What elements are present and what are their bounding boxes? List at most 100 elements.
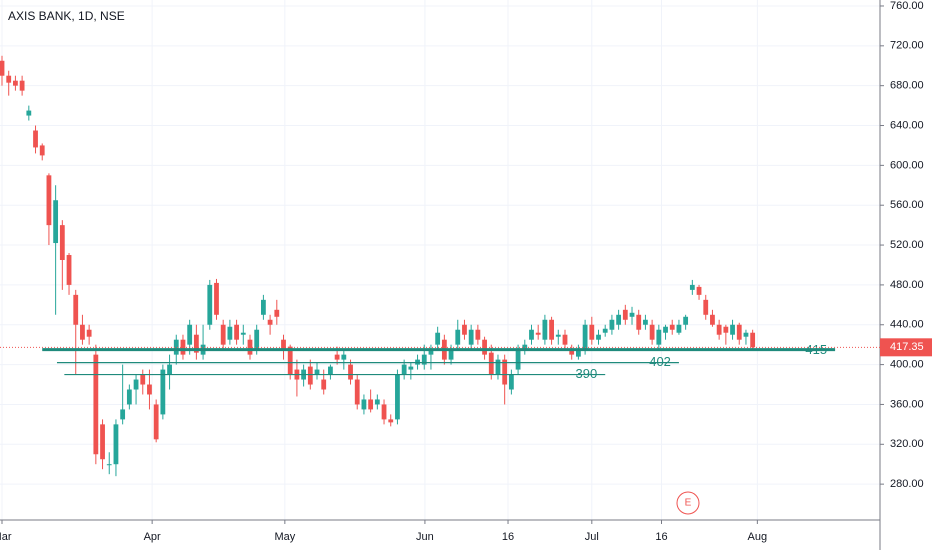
candle-body	[743, 332, 749, 337]
candle-body	[59, 225, 65, 260]
candle-body	[596, 334, 601, 340]
candle-body	[428, 349, 434, 355]
candle-body	[207, 284, 213, 325]
candle-body	[468, 329, 474, 345]
candle-body	[750, 332, 756, 348]
candle-body	[234, 324, 239, 340]
candle-body	[569, 349, 575, 355]
candle-body	[26, 110, 32, 116]
candle-body	[683, 316, 689, 325]
candle-body	[19, 80, 25, 91]
candle-body	[656, 329, 662, 345]
candle-body	[408, 366, 414, 370]
candle-body	[669, 324, 675, 330]
candle-body	[13, 80, 18, 86]
candle-body	[488, 352, 494, 375]
candle-body	[495, 359, 501, 375]
candle-body	[636, 314, 642, 330]
candle-body	[281, 339, 286, 350]
candle-body	[576, 349, 581, 357]
event-marker[interactable]	[676, 491, 700, 515]
candle-body	[193, 334, 199, 353]
y-tick-label: 320.00	[890, 438, 924, 450]
candle-body	[522, 344, 528, 350]
candle-body	[703, 299, 709, 315]
candle-body	[609, 319, 615, 330]
candle-body	[220, 324, 226, 345]
candle-body	[287, 346, 293, 375]
candle-body	[629, 312, 635, 317]
candle-body	[388, 419, 394, 423]
candle-body	[663, 326, 668, 333]
y-tick-label: 600.00	[890, 159, 924, 171]
candle-body	[106, 464, 112, 466]
y-tick-label: 480.00	[890, 279, 924, 291]
level-label: 402	[649, 354, 671, 369]
candle-body	[348, 364, 353, 380]
candle-body	[395, 374, 400, 420]
candle-body	[187, 324, 193, 345]
candle-body	[462, 324, 467, 335]
candle-body	[314, 369, 320, 375]
candle-body	[120, 409, 126, 420]
x-tick-label: Jul	[585, 531, 599, 543]
candle-body	[448, 349, 454, 360]
candle-body	[328, 366, 333, 375]
candle-body	[689, 284, 695, 290]
level-label: 415	[805, 342, 827, 357]
candle-body	[167, 364, 172, 375]
candle-body	[147, 384, 152, 395]
candle-body	[649, 324, 655, 340]
y-tick-label: 440.00	[890, 319, 924, 331]
candle-body	[341, 354, 347, 360]
candle-body	[153, 404, 159, 440]
candle-body	[508, 374, 514, 390]
x-tick-label: Jun	[416, 531, 434, 543]
last-price-label: 417.35	[890, 341, 924, 353]
level-label: 390	[576, 366, 598, 381]
candle-body	[93, 354, 99, 455]
candle-body	[421, 354, 427, 365]
y-tick-label: 360.00	[890, 398, 924, 410]
y-tick-label: 400.00	[890, 359, 924, 371]
last-price-box	[880, 338, 932, 357]
candle-body	[435, 332, 441, 345]
candle-body	[33, 130, 38, 148]
candle-body	[482, 339, 487, 355]
y-tick-label: 640.00	[890, 119, 924, 131]
candle-body	[39, 145, 45, 156]
candle-body	[716, 324, 722, 335]
candle-body	[730, 324, 735, 335]
candle-body	[549, 319, 554, 340]
candle-body	[0, 60, 5, 76]
candle-body	[401, 364, 407, 375]
x-tick-label: Mar	[0, 531, 12, 543]
y-tick-label: 720.00	[890, 40, 924, 52]
candle-body	[361, 399, 367, 410]
y-tick-label: 560.00	[890, 199, 924, 211]
chart-title: AXIS BANK, 1D, NSE	[8, 9, 125, 23]
x-tick-label: Apr	[144, 531, 161, 543]
y-tick-label: 280.00	[890, 478, 924, 490]
candle-body	[676, 324, 682, 333]
candle-body	[307, 366, 313, 385]
candle-body	[555, 334, 561, 337]
candle-body	[710, 314, 715, 325]
candle-body	[46, 175, 52, 226]
event-label: E	[685, 498, 692, 509]
candle-body	[643, 319, 648, 325]
candle-body	[589, 324, 595, 340]
candle-body	[227, 326, 233, 340]
candle-body	[53, 200, 59, 244]
candle-body	[529, 329, 534, 340]
y-tick-label: 520.00	[890, 239, 924, 251]
y-tick-label: 680.00	[890, 80, 924, 92]
candle-body	[616, 314, 622, 325]
candle-body	[274, 309, 280, 317]
x-tick-label: Aug	[748, 531, 768, 543]
candle-body	[126, 389, 132, 405]
x-tick-label: May	[274, 531, 295, 543]
candle-body	[381, 404, 387, 420]
candle-body	[723, 326, 729, 333]
